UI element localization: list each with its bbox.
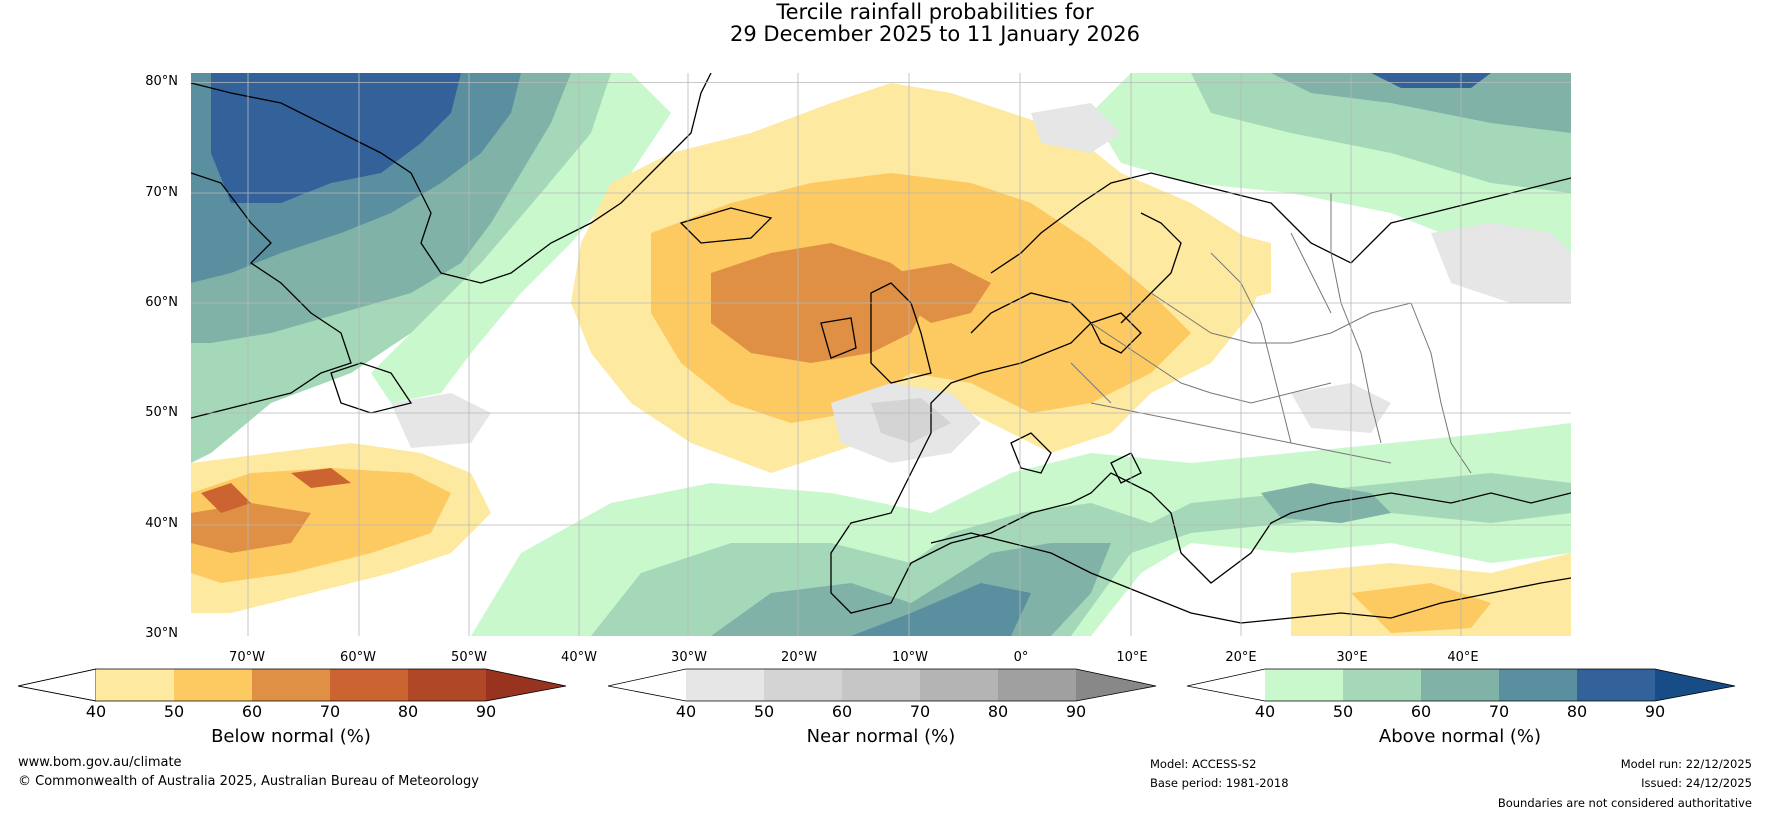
- footer-model-run: Model run: 22/12/2025: [1620, 757, 1752, 771]
- colorbar-above-normal-low-arrow: [1187, 669, 1265, 701]
- colorbar-above-normal: [1187, 668, 1736, 702]
- cb1-tick: 90: [475, 702, 497, 721]
- colorbar-near-normal-bin: [842, 669, 920, 701]
- footer-website: www.bom.gov.au/climate: [18, 755, 182, 770]
- near-normal-regions: [391, 103, 1571, 463]
- coastlines: [191, 73, 1571, 624]
- cb3-tick: 90: [1644, 702, 1666, 721]
- cb3-tick: 60: [1410, 702, 1432, 721]
- lon-label-20w: 20°W: [781, 650, 817, 665]
- cb1-tick: 70: [319, 702, 341, 721]
- colorbar-near-normal: [608, 668, 1157, 702]
- chart-title-line2: 29 December 2025 to 11 January 2026: [730, 22, 1140, 46]
- cb2-tick: 60: [831, 702, 853, 721]
- cb1-tick: 60: [241, 702, 263, 721]
- cb3-tick: 50: [1332, 702, 1354, 721]
- colorbar-above-normal-bin: [1265, 669, 1343, 701]
- lon-label-20e: 20°E: [1225, 650, 1257, 665]
- lat-label-40n: 40°N: [145, 516, 178, 531]
- footer-copyright: © Commonwealth of Australia 2025, Austra…: [18, 774, 479, 789]
- cb3-tick: 80: [1566, 702, 1588, 721]
- cb3-tick: 40: [1254, 702, 1276, 721]
- footer-issued: Issued: 24/12/2025: [1641, 776, 1752, 790]
- lon-label-30e: 30°E: [1336, 650, 1368, 665]
- chart-title-line1: Tercile rainfall probabilities for: [776, 0, 1094, 24]
- colorbar-near-normal-label: Near normal (%): [806, 726, 956, 747]
- colorbar-below-normal-low-arrow: [18, 668, 97, 702]
- colorbar-above-normal-bin: [1421, 669, 1499, 701]
- lon-label-0: 0°: [1013, 650, 1029, 665]
- lon-label-70w: 70°W: [229, 650, 265, 665]
- colorbar-above-normal-bin: [1343, 669, 1421, 701]
- lat-label-80n: 80°N: [145, 74, 178, 89]
- cb1-tick: 80: [397, 702, 419, 721]
- footer-disclaimer: Boundaries are not considered authoritat…: [1497, 796, 1752, 810]
- lon-label-10w: 10°W: [892, 650, 928, 665]
- colorbar-below-normal-bin: [330, 669, 408, 701]
- lat-label-70n: 70°N: [145, 185, 178, 200]
- lat-label-60n: 60°N: [145, 295, 178, 310]
- cb2-tick: 40: [675, 702, 697, 721]
- colorbar-above-normal-outline: [1187, 668, 1736, 702]
- lon-label-40e: 40°E: [1447, 650, 1479, 665]
- colorbar-above-normal-high-arrow: [1655, 669, 1735, 701]
- footer-model: Model: ACCESS-S2: [1150, 757, 1257, 771]
- rainfall-probability-map: [191, 73, 1571, 636]
- colorbar-above-normal-bin: [1577, 669, 1655, 701]
- lat-label-30n: 30°N: [145, 626, 178, 641]
- colorbar-near-normal-low-arrow: [608, 669, 686, 701]
- colorbar-near-normal-outline: [608, 668, 1157, 702]
- colorbar-below-normal-bin: [252, 669, 330, 701]
- colorbar-near-normal-bin: [686, 669, 764, 701]
- graticule: [191, 73, 1571, 636]
- colorbar-above-normal-label: Above normal (%): [1378, 726, 1542, 747]
- colorbar-below-normal-label: Below normal (%): [211, 726, 371, 747]
- below-normal-regions: [191, 83, 1571, 636]
- colorbar-below-normal-bin: [174, 669, 252, 701]
- cb2-tick: 80: [987, 702, 1009, 721]
- colorbar-near-normal-bin: [764, 669, 842, 701]
- cb1-tick: 50: [163, 702, 185, 721]
- colorbar-near-normal-high-arrow: [1076, 669, 1156, 701]
- lon-label-60w: 60°W: [340, 650, 376, 665]
- colorbar-near-normal-bin: [998, 669, 1076, 701]
- cb2-tick: 70: [909, 702, 931, 721]
- cb3-tick: 70: [1488, 702, 1510, 721]
- colorbar-above-normal-bin: [1499, 669, 1577, 701]
- cb2-tick: 50: [753, 702, 775, 721]
- colorbar-below-normal-bin: [408, 669, 486, 701]
- above-normal-regions: [191, 73, 1571, 636]
- footer-base-period: Base period: 1981-2018: [1150, 776, 1289, 790]
- lon-label-40w: 40°W: [561, 650, 597, 665]
- lon-label-30w: 30°W: [671, 650, 707, 665]
- lat-label-50n: 50°N: [145, 405, 178, 420]
- colorbar-below-normal-bin: [96, 669, 174, 701]
- colorbar-below-normal: [18, 668, 567, 702]
- cb2-tick: 90: [1065, 702, 1087, 721]
- lon-label-10e: 10°E: [1116, 650, 1148, 665]
- colorbar-near-normal-bin: [920, 669, 998, 701]
- colorbar-below-normal-outline: [18, 668, 567, 702]
- colorbar-below-normal-high-arrow: [486, 669, 566, 701]
- cb1-tick: 40: [85, 702, 107, 721]
- lon-label-50w: 50°W: [451, 650, 487, 665]
